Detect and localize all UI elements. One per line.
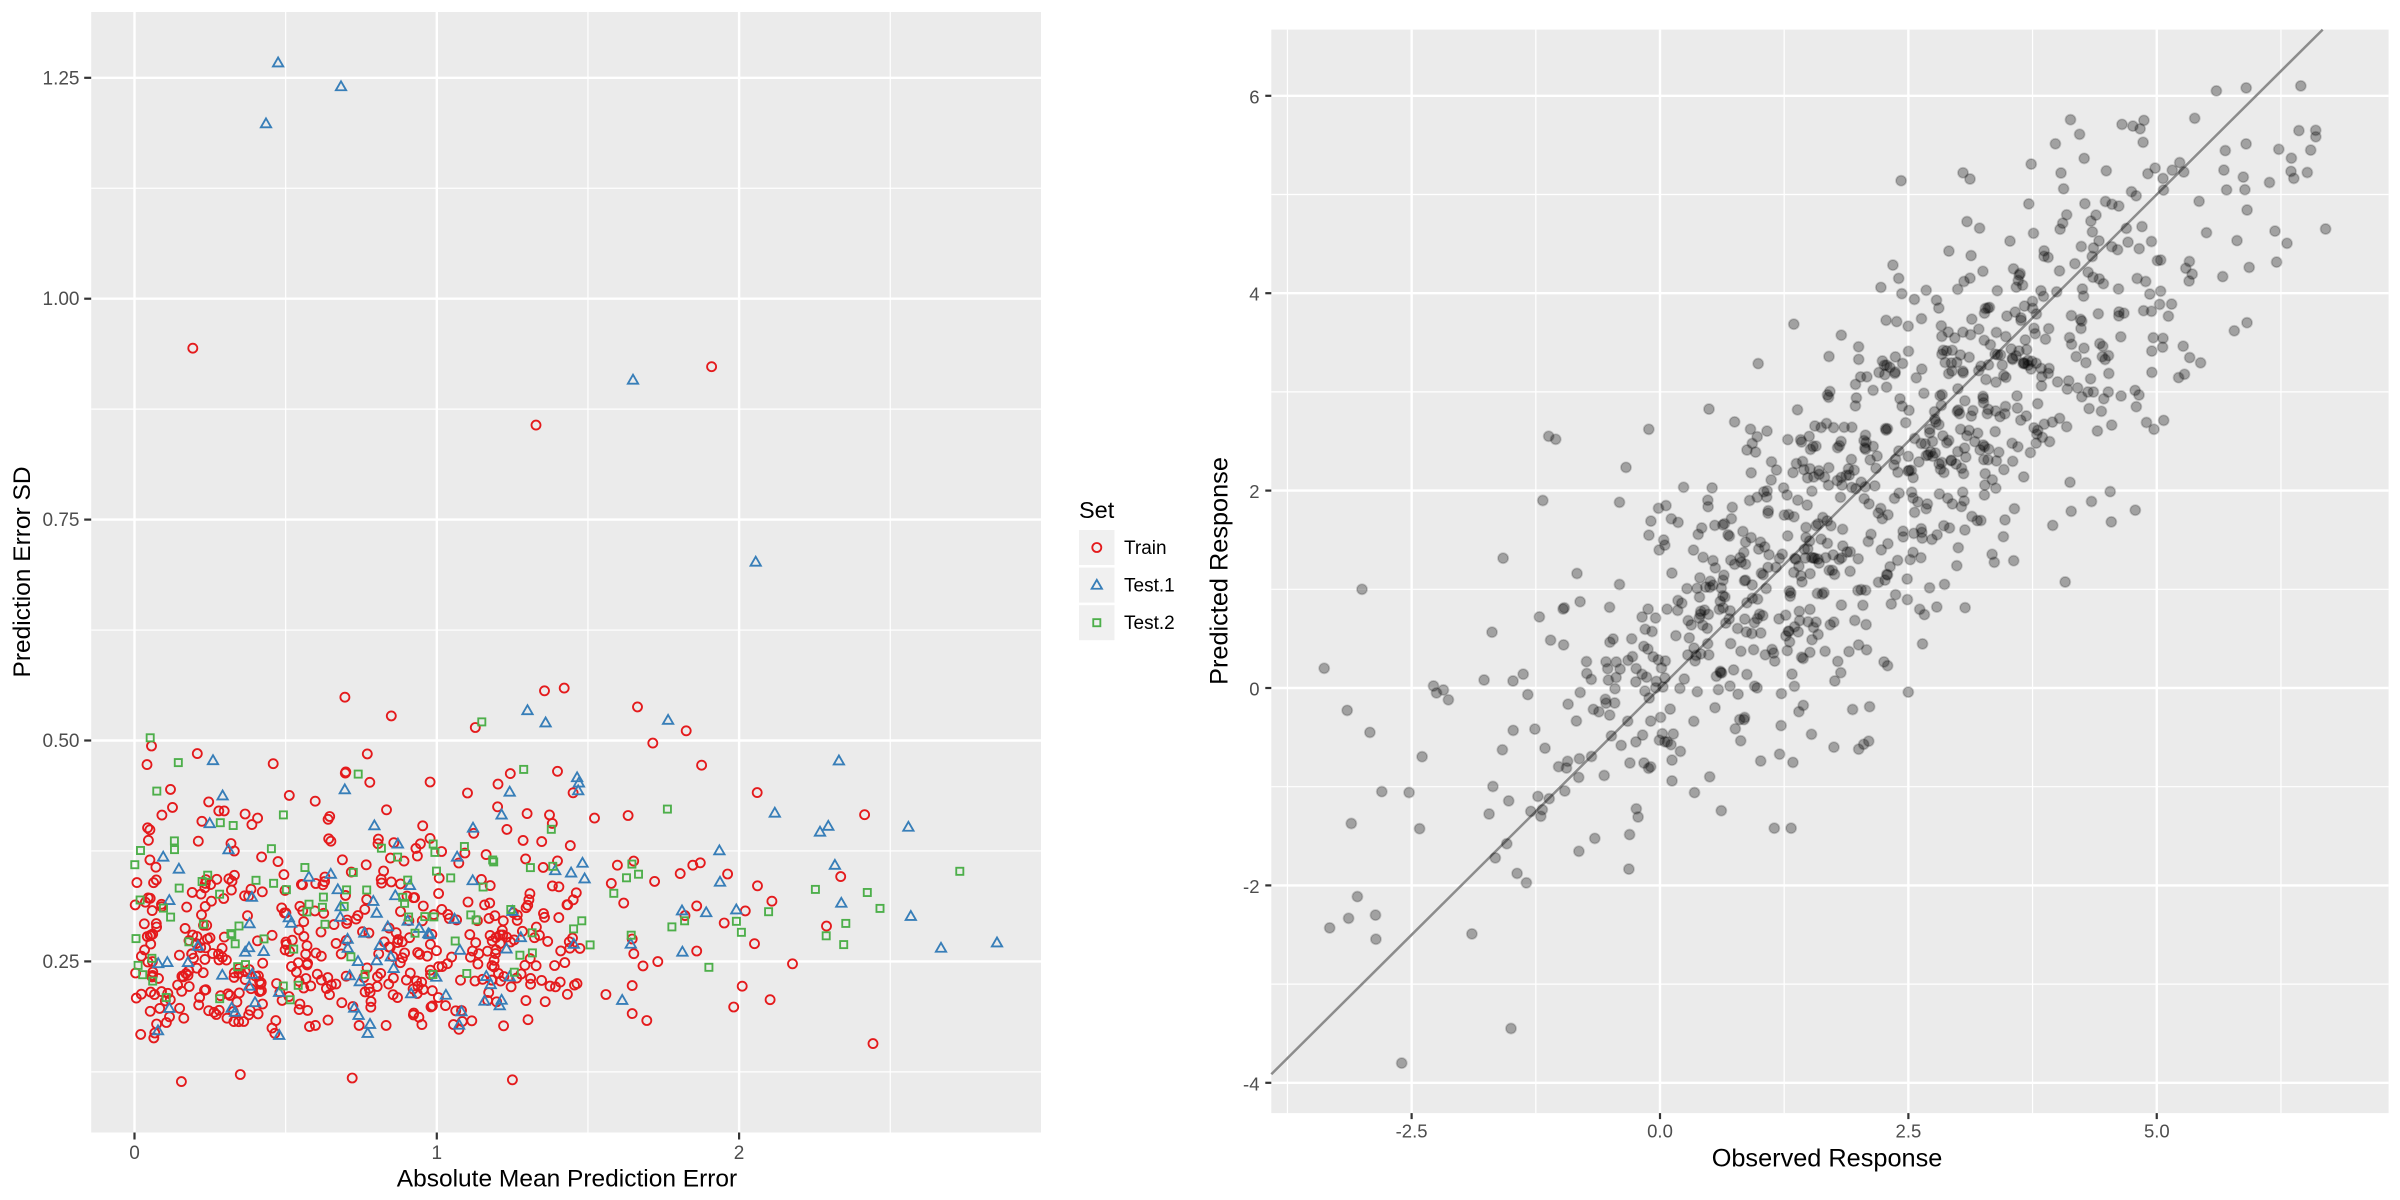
svg-text:Train: Train xyxy=(1124,538,1167,559)
svg-text:4: 4 xyxy=(1249,284,1259,305)
svg-text:Predicted Response: Predicted Response xyxy=(1206,457,1234,685)
svg-text:Absolute Mean Prediction Error: Absolute Mean Prediction Error xyxy=(397,1166,737,1193)
svg-text:0: 0 xyxy=(129,1143,140,1164)
svg-text:0.75: 0.75 xyxy=(43,510,80,531)
svg-text:-2.5: -2.5 xyxy=(1396,1121,1428,1142)
svg-text:Observed Response: Observed Response xyxy=(1712,1145,1943,1173)
svg-text:0.25: 0.25 xyxy=(43,952,80,973)
svg-text:1.00: 1.00 xyxy=(43,289,80,310)
svg-text:5.0: 5.0 xyxy=(2144,1121,2170,1142)
svg-text:Test.1: Test.1 xyxy=(1124,576,1175,597)
svg-text:Prediction Error SD: Prediction Error SD xyxy=(9,466,36,677)
svg-text:2: 2 xyxy=(734,1143,745,1164)
svg-text:0.0: 0.0 xyxy=(1647,1121,1673,1142)
svg-text:-4: -4 xyxy=(1243,1073,1259,1094)
svg-text:6: 6 xyxy=(1249,86,1259,107)
svg-text:Test.2: Test.2 xyxy=(1124,613,1175,634)
svg-text:-2: -2 xyxy=(1243,876,1259,897)
svg-text:2: 2 xyxy=(1249,481,1259,502)
svg-text:0: 0 xyxy=(1249,679,1259,700)
svg-text:Set: Set xyxy=(1079,497,1115,523)
svg-text:0.50: 0.50 xyxy=(43,731,80,752)
svg-text:2.5: 2.5 xyxy=(1896,1121,1922,1142)
svg-text:1.25: 1.25 xyxy=(43,68,80,89)
svg-text:1: 1 xyxy=(432,1143,443,1164)
